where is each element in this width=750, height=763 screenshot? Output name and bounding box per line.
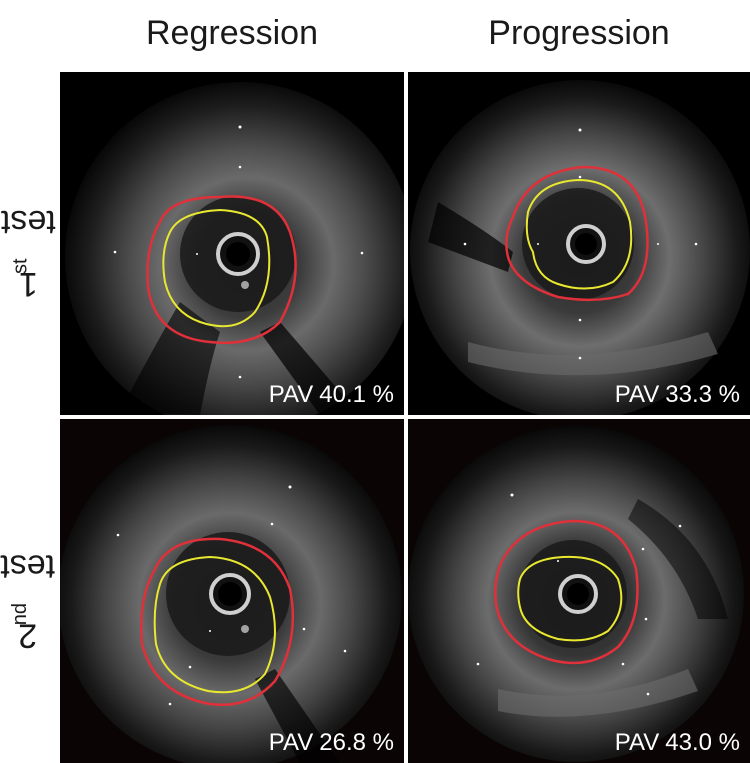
ivus-panel-progression-1st: PAV 33.3 % (408, 72, 750, 415)
row-label-1st-test: 1st test (0, 72, 56, 415)
ivus-image (60, 72, 404, 415)
row-label-2nd-test: 2nd test (0, 419, 56, 763)
ivus-panel-regression-2nd: PAV 26.8 % (60, 419, 404, 763)
ivus-image (408, 72, 750, 415)
ivus-panel-regression-1st: PAV 40.1 % (60, 72, 404, 415)
ivus-image (60, 419, 404, 763)
pav-label: PAV 33.3 % (615, 381, 740, 409)
pav-label: PAV 43.0 % (615, 729, 740, 757)
column-title-progression: Progression (408, 8, 750, 58)
pav-label: PAV 40.1 % (269, 381, 394, 409)
ivus-image (408, 419, 750, 763)
pav-label: PAV 26.8 % (269, 729, 394, 757)
ivus-panel-progression-2nd: PAV 43.0 % (408, 419, 750, 763)
column-title-regression: Regression (60, 8, 404, 58)
horizontal-dotted-divider (60, 415, 750, 419)
